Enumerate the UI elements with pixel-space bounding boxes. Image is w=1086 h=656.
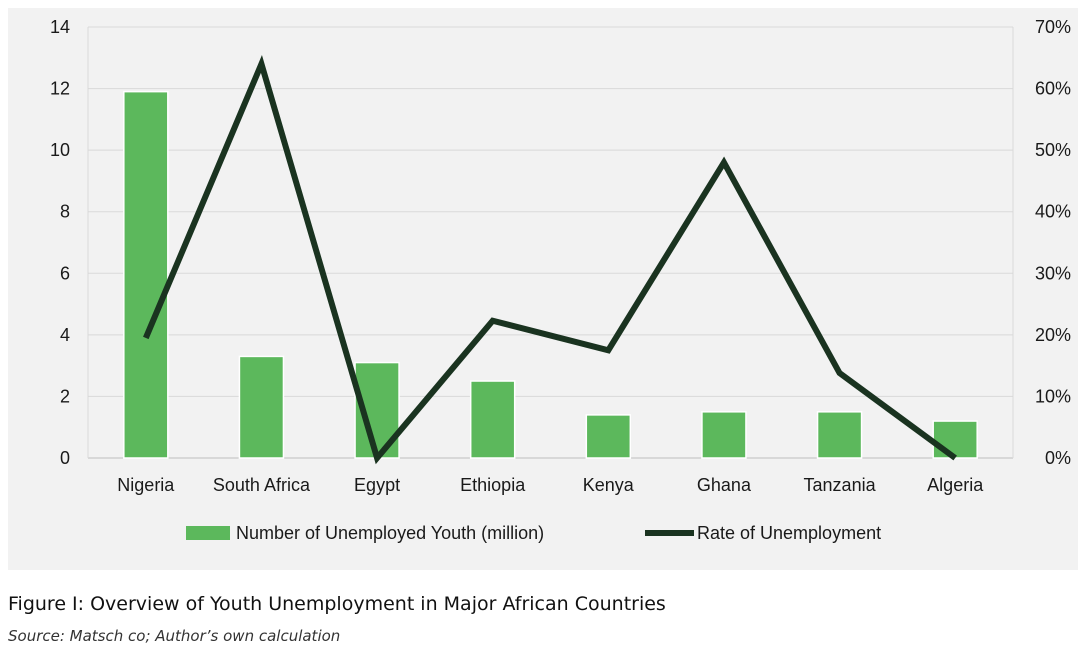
- x-tick-label: Kenya: [583, 475, 635, 495]
- bar-ethiopia: [469, 380, 516, 459]
- y-right-tick-label: 60%: [1035, 79, 1071, 99]
- x-tick-label: Egypt: [354, 475, 400, 495]
- chart-panel: 0 2 4 6 8 10 12 14 0% 10% 20% 30% 40% 50% 60% 70% Nigeri…: [8, 8, 1078, 570]
- rate-line: [143, 55, 957, 465]
- bar-tanzania: [816, 411, 863, 459]
- y-right-tick-label: 30%: [1035, 263, 1071, 283]
- bars: [123, 90, 978, 459]
- y-right-tick-label: 70%: [1035, 17, 1071, 37]
- x-tick-label: Nigeria: [117, 475, 175, 495]
- y-right-tick-label: 0%: [1045, 448, 1071, 468]
- y-right-tick-label: 40%: [1035, 202, 1071, 222]
- bar-ghana: [701, 411, 747, 459]
- y-left-tick-label: 12: [50, 79, 70, 99]
- y-left-tick-label: 6: [60, 263, 70, 283]
- legend-swatch-bars: [186, 526, 230, 540]
- x-tick-label: Ghana: [697, 475, 752, 495]
- x-tick-label: Tanzania: [804, 475, 877, 495]
- figure-source: Source: Matsch co; Author’s own calculat…: [8, 627, 341, 645]
- y-left-tick-label: 4: [60, 325, 70, 345]
- bar-kenya: [585, 414, 632, 459]
- y-right-tick-label: 50%: [1035, 140, 1071, 160]
- axes: 0 2 4 6 8 10 12 14 0% 10% 20% 30% 40% 50% 60% 70% Nigeri…: [50, 17, 1071, 495]
- y-right-tick-label: 10%: [1035, 386, 1071, 406]
- bar-algeria: [932, 420, 978, 459]
- rate-of-unemployment-line: [143, 55, 957, 465]
- figure-caption: Figure I: Overview of Youth Unemployment…: [8, 593, 666, 615]
- y-left-tick-label: 8: [60, 202, 70, 222]
- bar-nigeria: [123, 90, 169, 459]
- legend-label-line: Rate of Unemployment: [697, 523, 881, 543]
- y-left-tick-label: 14: [50, 17, 70, 37]
- legend-label-bars: Number of Unemployed Youth (million): [236, 523, 544, 543]
- bar-south-africa: [238, 355, 285, 459]
- x-tick-label: Ethiopia: [460, 475, 526, 495]
- y-left-tick-label: 0: [60, 448, 70, 468]
- gridlines: [87, 26, 1014, 459]
- y-right-tick-label: 20%: [1035, 325, 1071, 345]
- combo-chart: 0 2 4 6 8 10 12 14 0% 10% 20% 30% 40% 50% 60% 70% Nigeri…: [50, 17, 1071, 543]
- y-left-tick-label: 2: [60, 386, 70, 406]
- legend: Number of Unemployed Youth (million) Rate…: [186, 523, 881, 543]
- x-tick-label: South Africa: [213, 475, 311, 495]
- y-left-tick-label: 10: [50, 140, 70, 160]
- x-tick-label: Algeria: [927, 475, 984, 495]
